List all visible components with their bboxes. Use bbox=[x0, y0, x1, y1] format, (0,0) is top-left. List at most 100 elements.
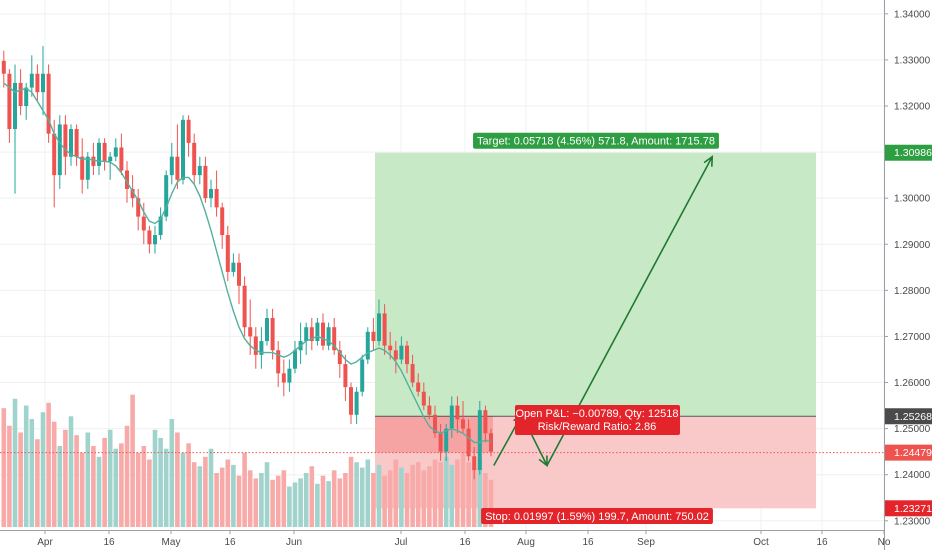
volume-bar bbox=[147, 459, 152, 527]
candle-body bbox=[52, 133, 57, 176]
candle-body bbox=[399, 345, 404, 360]
candle bbox=[175, 124, 180, 189]
candle-body bbox=[237, 262, 241, 286]
volume-bar bbox=[35, 439, 40, 527]
candle bbox=[147, 225, 152, 254]
candle-body bbox=[147, 230, 152, 245]
volume-bar bbox=[298, 478, 303, 527]
candle bbox=[214, 170, 219, 217]
candle bbox=[455, 396, 460, 434]
candle-body bbox=[74, 129, 79, 157]
volume-bar bbox=[259, 473, 264, 527]
candle-body bbox=[203, 165, 208, 199]
volume-bar bbox=[421, 470, 427, 527]
candle bbox=[427, 396, 432, 420]
volume-bar bbox=[337, 478, 343, 527]
current-price-tag: 1.24479 bbox=[894, 447, 932, 459]
volume-bar bbox=[219, 467, 225, 527]
time-axis[interactable]: Apr 16 May 16 Jun Jul 16 Aug 16 Sep Oct 16 No bbox=[0, 530, 891, 550]
candle bbox=[220, 202, 225, 249]
candle-body bbox=[433, 414, 437, 434]
candle bbox=[281, 359, 286, 397]
candle bbox=[276, 341, 281, 388]
candle bbox=[360, 354, 365, 397]
candle bbox=[461, 400, 465, 434]
volume-bar bbox=[371, 473, 376, 527]
pnl-box: Open P&L: −0.00789, Qty: 12518Risk/Rewar… bbox=[515, 405, 680, 435]
volume-bar bbox=[287, 486, 292, 527]
candle bbox=[315, 318, 320, 346]
volume-bar bbox=[410, 464, 415, 527]
candle-body bbox=[242, 285, 247, 328]
candle bbox=[41, 46, 45, 116]
volume-bar bbox=[63, 429, 68, 527]
candlestick-series bbox=[1, 46, 493, 480]
volume-bar bbox=[427, 466, 432, 527]
candle-body bbox=[332, 327, 337, 351]
target-label-bg bbox=[473, 132, 719, 149]
price-tick-label: 1.25000 bbox=[894, 424, 931, 435]
candle-body bbox=[309, 327, 314, 342]
candle bbox=[287, 359, 292, 392]
candle bbox=[393, 341, 398, 374]
time-tick-label: Aug bbox=[517, 537, 535, 548]
volume-bar bbox=[331, 470, 337, 527]
time-axis-bg bbox=[0, 530, 884, 550]
price-axis[interactable]: 1.340001.330001.320001.310001.300001.290… bbox=[884, 0, 932, 550]
candle-body bbox=[158, 216, 163, 236]
volume-bar bbox=[387, 470, 393, 527]
candle-body bbox=[259, 341, 264, 355]
candle-body bbox=[449, 405, 454, 429]
candle-body bbox=[125, 170, 129, 189]
candle bbox=[80, 138, 85, 194]
candle-body bbox=[472, 456, 477, 471]
candle-body bbox=[455, 405, 460, 420]
candle bbox=[7, 69, 12, 143]
candle-body bbox=[35, 73, 40, 93]
target-label: Target: 0.05718 (4.56%) 571.8, Amount: 1… bbox=[473, 132, 719, 149]
volume-bar bbox=[113, 448, 119, 527]
candle-body bbox=[371, 331, 376, 342]
candle bbox=[304, 322, 309, 355]
candle-body bbox=[276, 350, 281, 374]
candle bbox=[181, 115, 185, 185]
price-tick-label: 1.28000 bbox=[894, 286, 931, 297]
pnl-text: Open P&L: −0.00789, Qty: 12518 bbox=[516, 408, 679, 420]
candle bbox=[337, 341, 342, 378]
volume-bar bbox=[315, 483, 320, 527]
volume-bar bbox=[455, 459, 460, 527]
candle bbox=[270, 308, 275, 360]
candle bbox=[433, 405, 437, 438]
candle-body bbox=[164, 175, 169, 217]
price-tick-label: 1.33000 bbox=[894, 55, 931, 66]
volume-bar bbox=[253, 478, 259, 527]
volume-bar bbox=[320, 475, 326, 527]
target-label-text: Target: 0.05718 (4.56%) 571.8, Amount: 1… bbox=[477, 136, 715, 148]
price-tick-label: 1.26000 bbox=[894, 378, 931, 389]
candle bbox=[102, 138, 107, 171]
arrowhead-down bbox=[538, 455, 548, 468]
volume-bar bbox=[130, 394, 135, 527]
candle-body bbox=[186, 119, 191, 143]
volume-bar bbox=[242, 452, 247, 527]
candle-body bbox=[13, 82, 17, 130]
candle bbox=[186, 115, 191, 157]
candle bbox=[35, 64, 40, 102]
volume-bar bbox=[348, 456, 354, 527]
candle bbox=[158, 207, 163, 240]
candle bbox=[293, 341, 297, 374]
candle-body bbox=[421, 391, 426, 406]
candle-body bbox=[293, 350, 297, 369]
stop-label: Stop: 0.01997 (1.59%) 199.7, Amount: 750… bbox=[481, 508, 713, 524]
volume-bar bbox=[180, 452, 186, 527]
time-tick-label: 16 bbox=[224, 537, 236, 548]
candle bbox=[63, 115, 68, 176]
time-tick-label: 16 bbox=[582, 537, 594, 548]
position-tool[interactable] bbox=[375, 152, 816, 509]
volume-bar bbox=[46, 402, 51, 527]
moving-average-line bbox=[3, 82, 492, 444]
volume-bar bbox=[158, 437, 163, 527]
candle bbox=[192, 133, 197, 185]
